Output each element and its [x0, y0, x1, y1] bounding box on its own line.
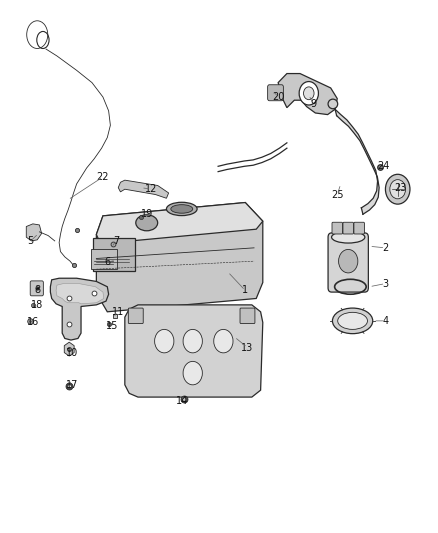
Text: 4: 4	[382, 316, 389, 326]
Circle shape	[183, 329, 202, 353]
Text: 24: 24	[377, 161, 389, 171]
FancyBboxPatch shape	[91, 249, 117, 269]
Text: 17: 17	[66, 380, 78, 390]
Text: 2: 2	[382, 243, 389, 253]
Text: 15: 15	[106, 321, 118, 331]
Text: 3: 3	[382, 279, 389, 288]
Text: 9: 9	[310, 99, 316, 109]
Polygon shape	[96, 203, 263, 312]
FancyBboxPatch shape	[30, 281, 43, 296]
Ellipse shape	[136, 215, 158, 231]
Polygon shape	[64, 342, 74, 356]
FancyBboxPatch shape	[128, 308, 143, 324]
Text: 6: 6	[104, 257, 110, 267]
Circle shape	[339, 249, 358, 273]
Polygon shape	[56, 284, 104, 304]
Circle shape	[385, 174, 410, 204]
Text: 18: 18	[31, 300, 43, 310]
Circle shape	[183, 361, 202, 385]
Text: 20: 20	[272, 92, 284, 102]
Ellipse shape	[328, 99, 338, 109]
Text: 19: 19	[141, 209, 153, 219]
Ellipse shape	[332, 308, 373, 334]
Polygon shape	[50, 278, 109, 340]
Text: 7: 7	[113, 236, 119, 246]
Circle shape	[304, 87, 314, 100]
Polygon shape	[96, 203, 263, 259]
Ellipse shape	[171, 205, 193, 213]
Ellipse shape	[166, 203, 197, 216]
Text: 12: 12	[145, 184, 157, 194]
Text: 10: 10	[66, 348, 78, 358]
Text: 14: 14	[176, 396, 188, 406]
FancyBboxPatch shape	[354, 222, 364, 234]
Text: 23: 23	[395, 183, 407, 192]
Polygon shape	[335, 109, 379, 214]
FancyBboxPatch shape	[343, 222, 353, 234]
Text: 13: 13	[241, 343, 254, 352]
Circle shape	[214, 329, 233, 353]
Ellipse shape	[338, 312, 367, 329]
Circle shape	[390, 180, 406, 199]
Polygon shape	[278, 74, 337, 115]
FancyBboxPatch shape	[332, 222, 343, 234]
Text: 1: 1	[242, 286, 248, 295]
Circle shape	[155, 329, 174, 353]
Polygon shape	[125, 305, 263, 397]
FancyBboxPatch shape	[240, 308, 255, 324]
Text: 22: 22	[97, 172, 109, 182]
Text: 25: 25	[331, 190, 343, 199]
Polygon shape	[26, 224, 42, 241]
FancyBboxPatch shape	[328, 233, 368, 292]
Polygon shape	[118, 180, 169, 198]
Text: 8: 8	[34, 286, 40, 295]
Text: 16: 16	[27, 318, 39, 327]
Text: 5: 5	[28, 236, 34, 246]
Text: 11: 11	[112, 307, 124, 317]
Circle shape	[299, 82, 318, 105]
FancyBboxPatch shape	[93, 238, 135, 271]
FancyBboxPatch shape	[268, 85, 283, 101]
Ellipse shape	[332, 231, 365, 243]
